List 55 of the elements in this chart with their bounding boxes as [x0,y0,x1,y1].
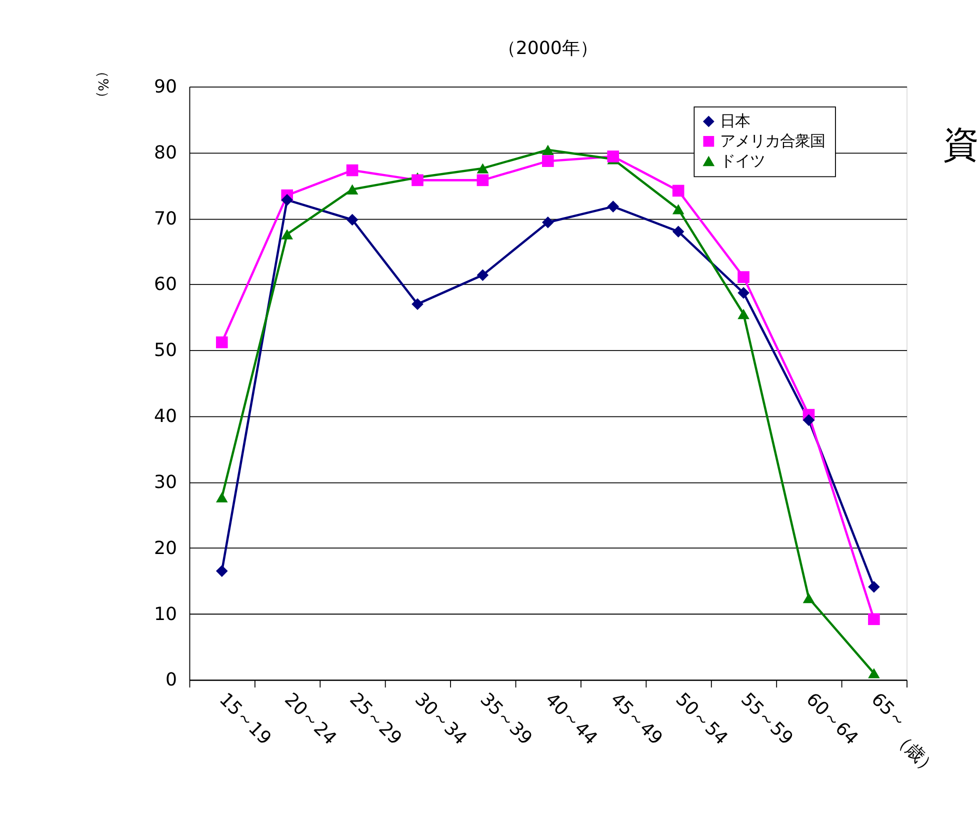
point [412,174,424,186]
x-tick-label: 35～39 [476,689,536,750]
x-tick-label: 55～59 [736,689,797,750]
point [868,613,880,626]
point [607,150,620,162]
point [542,216,554,228]
x-tick-label: 50～54 [671,689,732,750]
x-tick-label: 60～64 [802,689,862,750]
y-tick-label: 50 [154,340,178,362]
x-tick-label: 45～49 [606,689,666,750]
y-tick-label: 30 [154,472,178,493]
y-tick-label: 90 [154,76,178,98]
legend-label: アメリカ合衆国 [720,132,825,150]
point [476,163,489,174]
point [412,298,424,310]
point [607,200,620,212]
y-tick-label: 10 [154,604,178,625]
point [542,155,554,167]
y-tick-label: 20 [154,538,178,559]
point [476,269,489,281]
point [738,286,750,299]
chart-title: （2000年） [498,38,598,59]
point [281,229,293,240]
y-axis-title: （%） [94,64,111,106]
point [672,204,684,214]
point [738,271,750,283]
point [216,492,228,502]
y-tick-label: 0 [166,670,178,691]
x-tick-label: 25～29 [345,689,406,750]
point [216,565,228,577]
legend-label: ドイツ [720,152,765,170]
y-tick-label: 40 [154,406,178,428]
point [281,194,293,206]
point [476,174,489,186]
point [672,226,684,238]
point [542,144,554,155]
y-tick-label: 70 [154,208,178,230]
point [868,668,880,678]
point [346,184,358,195]
point [802,414,815,426]
point [346,214,358,226]
x-tick-label: 30～34 [410,689,471,750]
legend-label: 日本 [720,112,750,130]
text: 資 [942,122,979,166]
x-tick-label: 15～19 [214,689,276,750]
x-tick-label: 40～44 [540,689,602,750]
point [738,308,750,320]
point [672,184,684,197]
y-tick-label: 80 [154,142,178,164]
y-tick-label: 60 [154,274,178,296]
point [802,592,815,604]
point [216,336,228,348]
point [346,164,358,176]
x-tick-label: 20～24 [280,689,340,750]
point [868,580,880,593]
